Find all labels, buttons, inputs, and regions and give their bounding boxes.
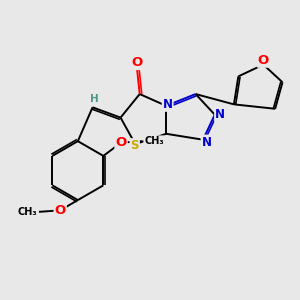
Text: O: O (55, 204, 66, 217)
Text: N: N (202, 136, 212, 148)
Text: O: O (116, 136, 127, 149)
Text: CH₃: CH₃ (144, 136, 164, 146)
Text: CH₃: CH₃ (17, 207, 37, 217)
Text: O: O (258, 54, 269, 67)
Text: O: O (131, 56, 142, 69)
Text: N: N (215, 108, 225, 121)
Text: H: H (90, 94, 98, 104)
Text: N: N (163, 98, 173, 111)
Text: S: S (130, 139, 139, 152)
